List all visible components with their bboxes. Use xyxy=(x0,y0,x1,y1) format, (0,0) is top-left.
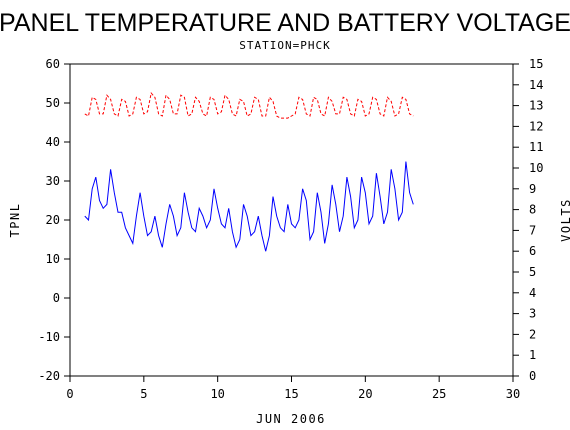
y-axis-left-label: TPNL xyxy=(8,203,22,238)
x-tick-label: 25 xyxy=(432,387,446,401)
y-axis-left: -20 -10 0 10 20 30 40 50 60 xyxy=(38,57,70,383)
x-tick-label: 0 xyxy=(66,387,73,401)
y-tick-label: 40 xyxy=(46,135,60,149)
panel-temperature-line xyxy=(84,161,414,252)
plot-frame xyxy=(69,63,514,377)
y2-tick-label: 13 xyxy=(529,99,543,113)
y2-tick-label: 6 xyxy=(529,244,536,258)
y2-tick-label: 15 xyxy=(529,57,543,71)
y2-tick-label: 10 xyxy=(529,161,543,175)
y2-tick-label: 12 xyxy=(529,119,543,133)
x-tick-label: 20 xyxy=(358,387,372,401)
x-axis-label: JUN 2006 xyxy=(256,412,326,426)
y2-tick-label: 8 xyxy=(529,203,536,217)
chart-subtitle: STATION=PHCK xyxy=(239,39,330,52)
y-axis-right-label: VOLTS xyxy=(559,198,570,242)
y2-tick-label: 11 xyxy=(529,140,543,154)
y-tick-label: 10 xyxy=(46,252,60,266)
x-axis: 0 5 10 15 20 25 30 xyxy=(66,376,520,401)
y-tick-label: 30 xyxy=(46,174,60,188)
x-tick-label: 15 xyxy=(284,387,298,401)
y2-tick-label: 14 xyxy=(529,78,543,92)
y2-tick-label: 9 xyxy=(529,182,536,196)
battery-voltage-line xyxy=(84,92,414,119)
y2-tick-label: 5 xyxy=(529,265,536,279)
x-tick-label: 30 xyxy=(506,387,520,401)
y-tick-label: -20 xyxy=(38,369,60,383)
y-tick-label: 20 xyxy=(46,213,60,227)
y2-tick-label: 2 xyxy=(529,327,536,341)
series-layer xyxy=(84,92,414,252)
y-tick-label: 60 xyxy=(46,57,60,71)
y-tick-label: 0 xyxy=(53,291,60,305)
y2-tick-label: 1 xyxy=(529,348,536,362)
y-tick-label: 50 xyxy=(46,96,60,110)
y-tick-label: -10 xyxy=(38,330,60,344)
y2-tick-label: 4 xyxy=(529,286,536,300)
x-tick-label: 5 xyxy=(140,387,147,401)
y2-tick-label: 7 xyxy=(529,223,536,237)
y2-tick-label: 3 xyxy=(529,307,536,321)
chart-title: PANEL TEMPERATURE AND BATTERY VOLTAGE xyxy=(0,9,570,37)
y2-tick-label: 0 xyxy=(529,369,536,383)
x-tick-label: 10 xyxy=(210,387,224,401)
